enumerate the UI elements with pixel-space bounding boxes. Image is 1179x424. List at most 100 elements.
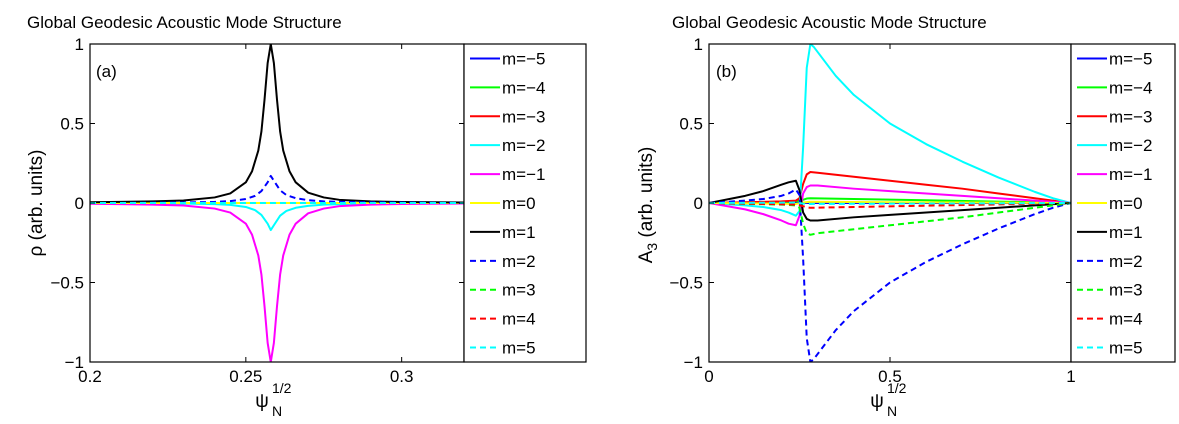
panel-a-legend-label: m=−3 <box>502 107 545 126</box>
panel-b-series-mneg3 <box>709 170 1071 204</box>
panel-b-legend: m=−5 m=−4 m=−3 m=−2 m=−1 m=0 m=1 m=2 m=3 m=4 m=5 <box>1070 43 1176 363</box>
panel-a-legend-label: m=−4 <box>502 78 545 97</box>
panel-b-legend-item-mneg5: m=−5 <box>1077 49 1152 68</box>
panel-a-y-axis-label: ρ (arb. units) <box>26 150 47 257</box>
panel-b-x-axis-label-sup: 1/2 <box>887 380 907 396</box>
panel-a-legend: m=−5 m=−4 m=−3 m=−2 m=−1 m=0 m=1 m=2 m=3 m=4 m=5 <box>463 43 587 363</box>
panel-a-series-mneg1 <box>90 202 464 362</box>
panel-a-legend-item-m4: m=4 <box>470 310 536 329</box>
panel-a-legend-label: m=2 <box>502 252 536 271</box>
panel-a-y-tick-label: −0.5 <box>50 274 84 293</box>
panel-b-legend-item-mneg4: m=−4 <box>1077 78 1152 97</box>
panel-a: Global Geodesic Acoustic Mode Structure … <box>26 13 587 419</box>
panel-a-legend-label: m=0 <box>502 194 536 213</box>
panel-b-legend-label: m=0 <box>1109 194 1143 213</box>
panel-a-plot-area: 0.2 0.25 0.3 −1 −0.5 0 0.5 1 (a) <box>50 35 465 386</box>
panel-a-y-tick-label: 0.5 <box>60 115 84 134</box>
panel-b-y-tick-label: 0.5 <box>679 115 703 134</box>
panel-a-legend-item-m3: m=3 <box>470 281 536 300</box>
panel-a-y-tick-label: −1 <box>65 353 84 372</box>
panel-b-x-axis-label-sub: N <box>887 403 897 419</box>
panel-a-x-axis-label-sub: N <box>272 403 282 419</box>
panel-b-legend-label: m=5 <box>1109 339 1143 358</box>
panel-b-y-axis-label-sub: 3 <box>644 243 660 251</box>
panel-a-series-mneg2 <box>90 202 464 232</box>
panel-a-legend-label: m=3 <box>502 281 536 300</box>
panel-b-y-tick-label: −0.5 <box>669 274 703 293</box>
panel-a-legend-item-mneg2: m=−2 <box>470 136 545 155</box>
panel-b-series-m2 <box>709 188 1071 362</box>
panel-a-x-axis-label-main: ψ <box>255 391 269 412</box>
panel-a-series <box>90 44 464 362</box>
panel-a-x-axis-label: ψ 1/2 N <box>255 380 291 419</box>
panel-a-title: Global Geodesic Acoustic Mode Structure <box>27 13 342 32</box>
panel-b-legend-item-mneg3: m=−3 <box>1077 107 1152 126</box>
panel-b-series <box>709 44 1071 362</box>
panel-b-legend-label: m=−3 <box>1109 107 1152 126</box>
panel-b-legend-item-m2: m=2 <box>1077 252 1143 271</box>
panel-b-legend-label: m=−1 <box>1109 165 1152 184</box>
panel-b-legend-label: m=1 <box>1109 223 1143 242</box>
panel-b-legend-item-m5: m=5 <box>1077 339 1143 358</box>
panel-b-legend-item-m3: m=3 <box>1077 281 1143 300</box>
panel-b-series-mneg2 <box>709 44 1071 217</box>
panel-b-legend-label: m=4 <box>1109 310 1143 329</box>
panel-b-y-axis-label-rest: (arb. units) <box>636 147 657 243</box>
panel-b-legend-label: m=3 <box>1109 281 1143 300</box>
panel-b-legend-label: m=−2 <box>1109 136 1152 155</box>
panel-a-series-m1 <box>90 44 464 204</box>
panel-b-plot-area: 0 0.5 1 −1 −0.5 0 0.5 1 (b) <box>669 35 1075 386</box>
panel-b-label: (b) <box>716 62 737 81</box>
panel-b-legend-label: m=−4 <box>1109 78 1152 97</box>
panel-b-x-axis-label: ψ 1/2 N <box>870 380 906 419</box>
panel-b-x-axis-label-main: ψ <box>870 391 884 412</box>
panel-a-legend-label: m=−5 <box>502 49 545 68</box>
panel-b-legend-item-m1: m=1 <box>1077 223 1143 242</box>
panel-a-x-tick-label: 0.2 <box>78 367 102 386</box>
panel-a-legend-label: m=4 <box>502 310 536 329</box>
panel-b: Global Geodesic Acoustic Mode Structure … <box>636 13 1176 419</box>
panel-b-x-tick-label: 0 <box>704 367 713 386</box>
panel-b-x-tick-label: 1 <box>1066 367 1075 386</box>
panel-a-legend-item-mneg5: m=−5 <box>470 49 545 68</box>
panel-a-legend-item-mneg3: m=−3 <box>470 107 545 126</box>
panel-a-legend-label: m=−1 <box>502 165 545 184</box>
panel-a-ticks: 0.2 0.25 0.3 −1 −0.5 0 0.5 1 <box>50 35 464 386</box>
panel-a-y-tick-label: 1 <box>75 35 84 54</box>
panel-a-x-tick-label: 0.3 <box>390 367 414 386</box>
panel-a-x-axis-label-sup: 1/2 <box>272 380 292 396</box>
panel-a-y-tick-label: 0 <box>75 194 84 213</box>
panel-b-y-tick-label: 1 <box>694 35 703 54</box>
panel-a-series-m2 <box>90 174 464 204</box>
panel-b-y-tick-label: −1 <box>684 353 703 372</box>
panel-b-legend-item-mneg1: m=−1 <box>1077 165 1152 184</box>
panel-a-legend-item-mneg4: m=−4 <box>470 78 545 97</box>
panel-b-legend-label: m=−5 <box>1109 49 1152 68</box>
panel-a-label: (a) <box>96 62 117 81</box>
panel-b-ticks: 0 0.5 1 −1 −0.5 0 0.5 1 <box>669 35 1075 386</box>
panel-a-legend-item-mneg1: m=−1 <box>470 165 545 184</box>
panel-b-y-tick-label: 0 <box>694 194 703 213</box>
panel-b-legend-item-m0: m=0 <box>1077 194 1143 213</box>
panel-a-legend-item-m5: m=5 <box>470 339 536 358</box>
panel-a-x-tick-label: 0.25 <box>229 367 262 386</box>
panel-b-series-mneg1 <box>709 184 1071 227</box>
panel-b-y-axis-label-main: A <box>636 250 657 263</box>
panel-b-legend-item-mneg2: m=−2 <box>1077 136 1152 155</box>
panel-b-x-tick-label: 0.5 <box>878 367 902 386</box>
panel-b-legend-item-m4: m=4 <box>1077 310 1143 329</box>
panel-a-legend-item-m0: m=0 <box>470 194 536 213</box>
panel-b-series-m4 <box>709 202 1071 209</box>
panel-b-series-m5 <box>709 201 1071 205</box>
panel-b-title: Global Geodesic Acoustic Mode Structure <box>672 13 987 32</box>
panel-b-series-m3 <box>709 202 1071 236</box>
panel-a-legend-item-m1: m=1 <box>470 223 536 242</box>
panel-a-legend-label: m=1 <box>502 223 536 242</box>
panel-a-legend-label: m=−2 <box>502 136 545 155</box>
panel-a-legend-label: m=5 <box>502 339 536 358</box>
panel-a-legend-item-m2: m=2 <box>470 252 536 271</box>
panel-b-y-axis-label: A3 (arb. units) <box>636 147 660 264</box>
panel-b-legend-label: m=2 <box>1109 252 1143 271</box>
panel-b-series-m1 <box>709 179 1071 222</box>
